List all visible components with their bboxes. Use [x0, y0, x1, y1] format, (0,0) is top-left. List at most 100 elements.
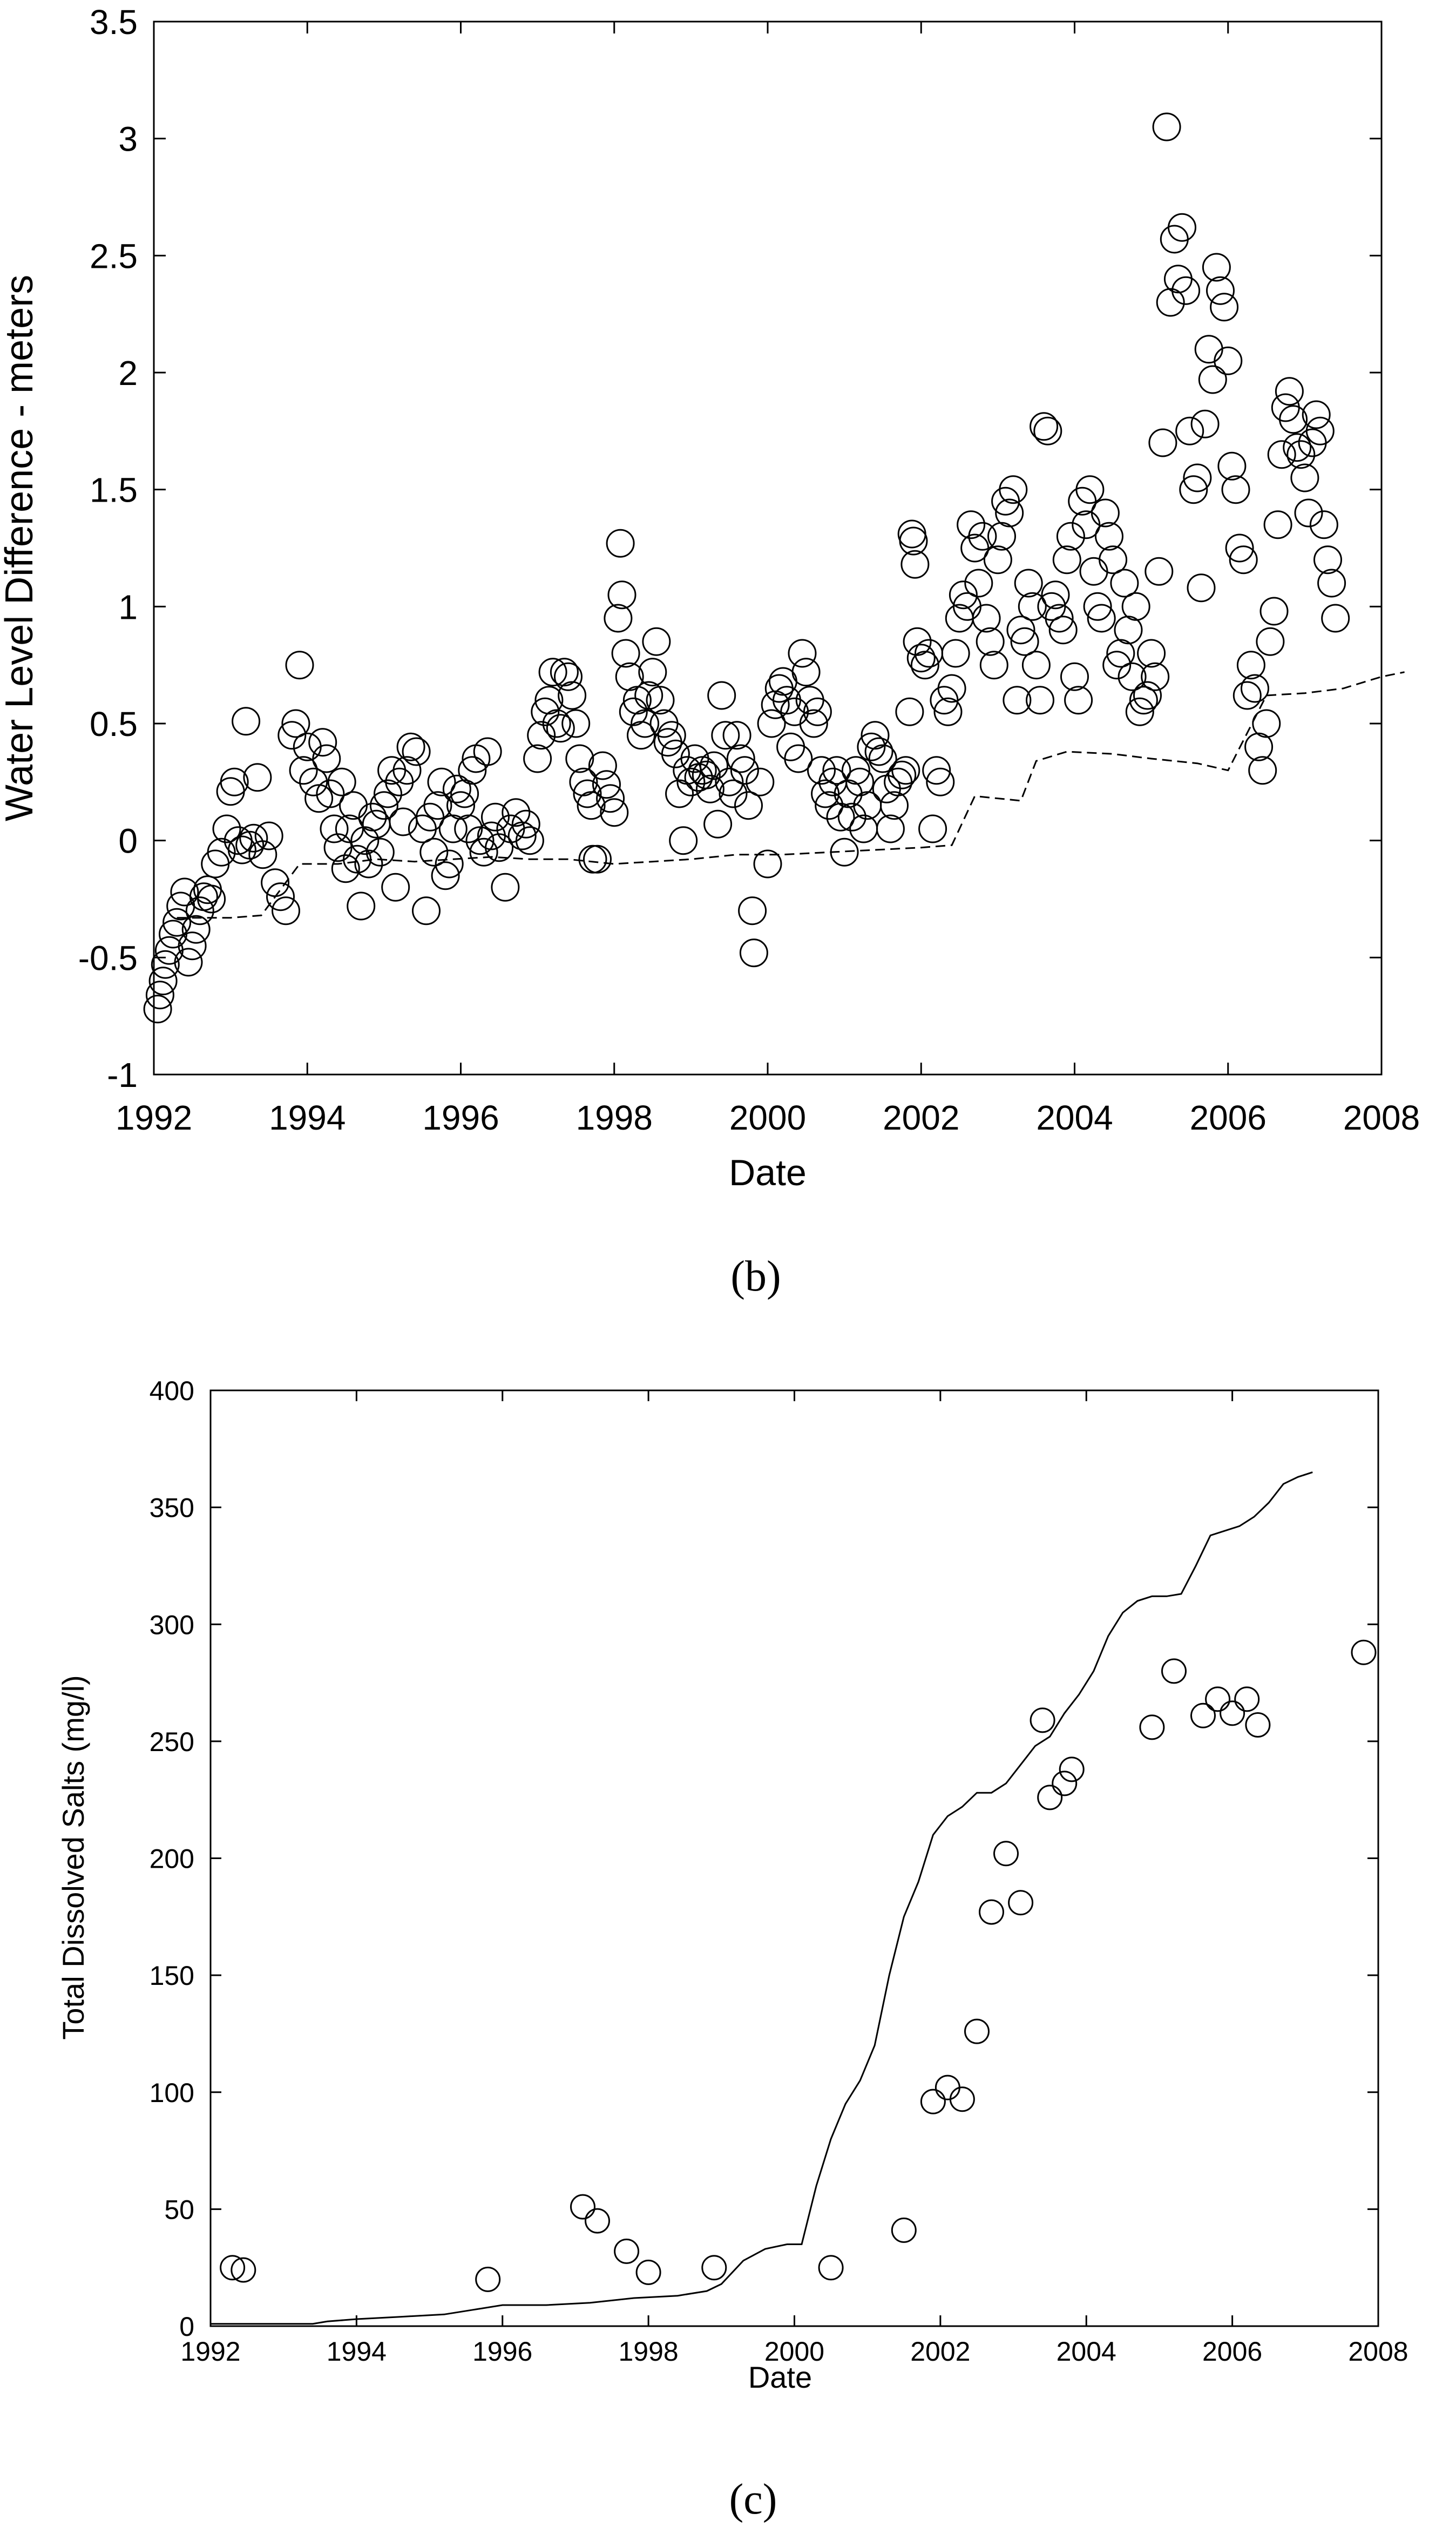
data-point	[719, 779, 748, 808]
y-tick-label: -1	[107, 1056, 138, 1094]
x-tick-label: 1998	[619, 2336, 679, 2367]
data-point	[207, 837, 236, 867]
data-point	[465, 826, 495, 855]
data-point	[1037, 1785, 1063, 1810]
data-point	[538, 658, 567, 687]
data-point	[232, 707, 261, 736]
data-point	[979, 1899, 1004, 1925]
data-point	[143, 995, 172, 1024]
data-point	[583, 844, 612, 874]
data-point	[611, 639, 640, 668]
data-point	[570, 2194, 595, 2220]
data-point	[999, 475, 1028, 504]
data-point	[903, 627, 932, 656]
data-point	[1125, 697, 1154, 726]
data-point	[1214, 346, 1243, 375]
data-point	[711, 721, 740, 750]
data-point	[1210, 293, 1239, 322]
data-point	[1045, 604, 1074, 633]
data-point	[542, 709, 571, 738]
data-point	[634, 681, 663, 710]
panel-c-y-ticks: 0 50 100 150 200 250 300 350 400	[150, 1376, 1378, 2342]
data-point	[569, 767, 598, 796]
data-point	[285, 651, 314, 680]
data-point	[922, 756, 951, 785]
data-point	[606, 529, 635, 558]
data-point	[438, 814, 468, 843]
x-tick-label: 1992	[116, 1098, 192, 1137]
data-point	[757, 709, 786, 738]
data-point	[941, 639, 970, 668]
data-point	[185, 896, 214, 925]
data-point	[1014, 569, 1043, 598]
panel-c: 1992 1994 1996 1998 2000 2002 2004 2006 2008 0 50…	[56, 1376, 1408, 2523]
data-point	[899, 526, 928, 556]
data-point	[1256, 627, 1285, 656]
data-point	[788, 639, 817, 668]
data-point	[1129, 686, 1158, 715]
data-point	[1161, 1658, 1187, 1684]
data-point	[695, 774, 724, 803]
data-point	[968, 522, 997, 551]
y-tick-label: 1.5	[90, 471, 138, 510]
data-point	[1139, 1714, 1165, 1740]
data-point	[739, 938, 768, 968]
data-point	[926, 767, 955, 796]
data-point	[1279, 405, 1308, 434]
data-point	[212, 814, 241, 843]
data-point	[1041, 580, 1070, 610]
data-point	[374, 779, 402, 808]
data-point	[531, 697, 560, 726]
data-point	[642, 627, 671, 656]
x-tick-label: 2000	[729, 1098, 806, 1137]
data-point	[1286, 440, 1316, 469]
data-point	[485, 833, 514, 862]
data-point	[1263, 510, 1292, 539]
data-point	[619, 697, 648, 726]
data-point	[1190, 409, 1220, 438]
data-point	[734, 791, 763, 820]
data-point	[730, 756, 759, 785]
data-point	[358, 802, 387, 832]
data-point	[1018, 592, 1047, 621]
data-point	[312, 744, 341, 773]
data-point	[888, 760, 917, 789]
data-point	[1148, 428, 1177, 457]
data-point	[906, 644, 936, 673]
y-tick-label: 0	[118, 822, 138, 861]
data-point	[1179, 475, 1208, 504]
data-point	[692, 760, 721, 789]
x-tick-label: 1996	[472, 2336, 532, 2367]
y-tick-label: 3.5	[90, 3, 138, 42]
data-point	[1145, 557, 1174, 586]
data-point	[972, 604, 1001, 633]
data-point	[381, 873, 410, 902]
data-point	[308, 728, 337, 757]
data-point	[703, 809, 733, 839]
data-point	[1321, 604, 1350, 633]
data-point	[365, 837, 395, 867]
y-tick-label: 0	[179, 2312, 194, 2342]
y-tick-label: 2	[118, 354, 138, 393]
data-point	[458, 756, 487, 785]
data-point	[588, 751, 617, 780]
data-point	[248, 840, 277, 869]
data-point	[527, 721, 556, 750]
data-point	[646, 686, 675, 715]
data-point	[427, 767, 456, 796]
data-point	[277, 721, 307, 750]
data-point	[1317, 569, 1346, 598]
y-tick-label: 200	[150, 1844, 194, 1874]
data-point	[746, 767, 775, 796]
data-point	[920, 2089, 946, 2114]
data-point	[442, 774, 471, 803]
data-point	[1283, 433, 1312, 462]
data-point	[807, 756, 836, 785]
data-point	[949, 580, 978, 610]
x-tick-label: 1996	[422, 1098, 499, 1137]
data-point	[1241, 674, 1269, 703]
data-point	[354, 849, 383, 879]
data-point	[1137, 639, 1166, 668]
data-point	[676, 767, 706, 796]
data-point	[289, 756, 318, 785]
